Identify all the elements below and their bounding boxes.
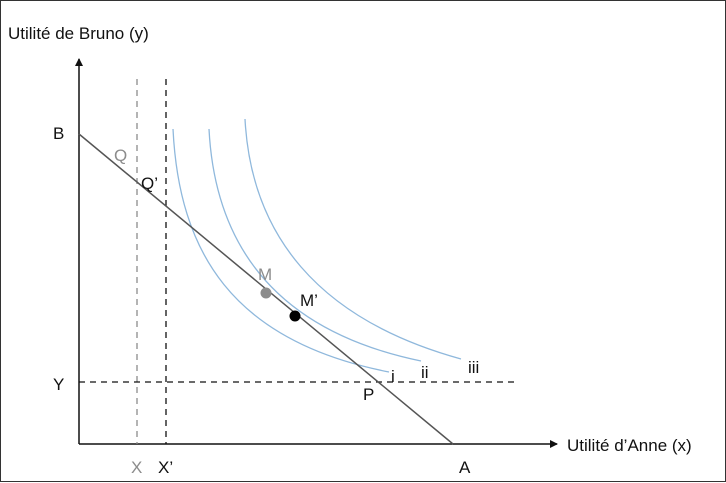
label-b: B bbox=[53, 124, 64, 143]
label-x-prime: X’ bbox=[158, 458, 173, 477]
indifference-curve-ii bbox=[208, 128, 422, 362]
label-q-prime: Q’ bbox=[141, 174, 158, 193]
label-p: P bbox=[363, 385, 374, 404]
label-curve-ii: ii bbox=[421, 363, 429, 382]
label-x: X bbox=[131, 458, 142, 477]
x-axis-title: Utilité d’Anne (x) bbox=[567, 436, 692, 455]
label-q: Q bbox=[114, 146, 127, 165]
indifference-curve-iii bbox=[244, 118, 462, 360]
label-y: Y bbox=[53, 375, 64, 394]
label-m-prime: M’ bbox=[300, 291, 318, 310]
label-curve-i: i bbox=[391, 367, 395, 386]
point-m bbox=[260, 287, 272, 299]
label-m: M bbox=[258, 265, 272, 284]
y-axis-title: Utilité de Bruno (y) bbox=[8, 24, 149, 43]
point-m-prime bbox=[289, 310, 301, 322]
indifference-curve-i bbox=[172, 128, 390, 373]
label-a: A bbox=[459, 458, 471, 477]
label-curve-iii: iii bbox=[468, 358, 479, 377]
